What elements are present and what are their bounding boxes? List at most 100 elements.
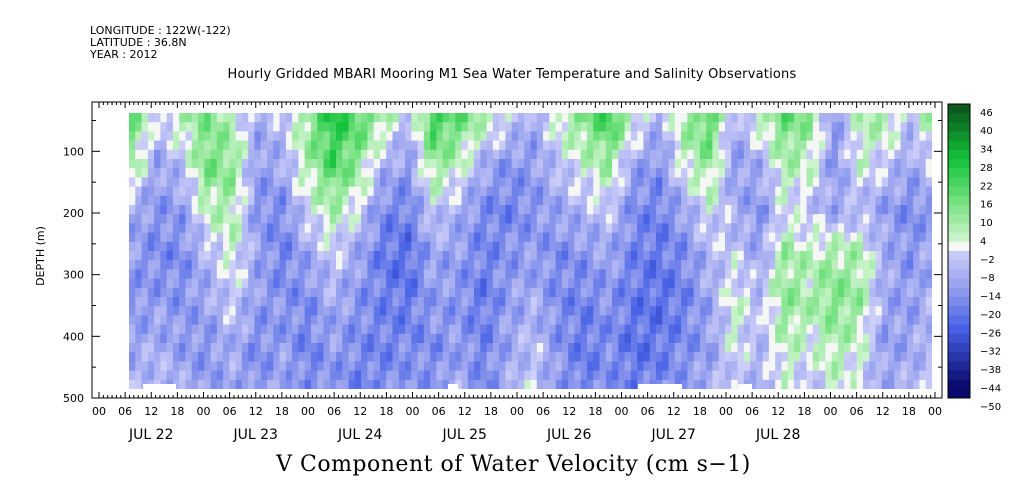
heat-cell [405, 168, 412, 178]
heat-cell [216, 306, 224, 316]
heat-cell [687, 315, 695, 326]
heat-cell [279, 251, 287, 261]
heat-cell [223, 149, 230, 160]
heat-cell [354, 379, 362, 389]
heat-cell [210, 278, 218, 289]
heat-cell [624, 186, 632, 197]
heat-cell [166, 324, 174, 335]
heat-cell [856, 333, 864, 344]
heat-cell [793, 278, 801, 289]
heat-cell [737, 333, 745, 344]
heat-cell [273, 287, 281, 298]
heat-cell [775, 315, 783, 326]
heat-cell [198, 260, 205, 270]
heat-cell [681, 149, 688, 160]
heat-cell [555, 324, 563, 335]
heat-cell [580, 278, 588, 289]
heat-cell [367, 195, 375, 206]
heat-cell [235, 287, 243, 298]
heat-cell [618, 205, 626, 215]
heat-cell [731, 297, 739, 307]
heat-cell [505, 113, 513, 123]
heat-cell [480, 361, 488, 372]
heat-cell [561, 370, 569, 381]
heat-cell [147, 113, 155, 123]
heat-cell [925, 278, 932, 289]
heat-cell [260, 168, 268, 178]
heat-cell [248, 131, 256, 142]
heat-cell [329, 113, 337, 123]
heat-cell [304, 343, 312, 353]
heat-cell [668, 278, 676, 289]
heat-cell [574, 315, 582, 326]
heat-cell [317, 379, 325, 389]
heat-cell [881, 297, 889, 307]
heat-cell [511, 168, 519, 178]
heat-cell [718, 232, 726, 243]
heat-cell [329, 333, 337, 344]
heat-cell [442, 205, 450, 215]
heat-cell [135, 186, 143, 197]
heat-cell [229, 278, 237, 289]
heat-cell [913, 297, 921, 307]
heat-cell [906, 159, 914, 169]
heat-cell [862, 131, 870, 142]
heat-cell [273, 186, 281, 197]
heat-cell [323, 269, 331, 280]
heat-cell [913, 214, 921, 224]
heat-cell [235, 370, 243, 381]
heat-cell [285, 149, 293, 160]
heat-cell [699, 113, 707, 123]
heat-cell [699, 232, 707, 243]
heat-cell [524, 168, 532, 178]
heat-cell [285, 352, 293, 362]
heat-cell [630, 113, 638, 123]
heat-cell [612, 168, 619, 178]
heat-cell [179, 232, 187, 243]
heat-cell [267, 186, 274, 197]
heat-cell [699, 251, 707, 261]
heat-cell [731, 241, 739, 252]
heat-cell [768, 205, 776, 215]
heat-cell [743, 333, 751, 344]
heat-cell [198, 232, 205, 243]
heat-cell [900, 260, 908, 270]
heat-cell [329, 324, 337, 335]
heat-cell [756, 122, 764, 132]
heat-cell [310, 370, 318, 381]
heat-cell [310, 195, 318, 206]
heat-cell [781, 131, 789, 142]
heat-cell [467, 149, 475, 160]
heat-cell [630, 269, 638, 280]
heat-cell [668, 251, 676, 261]
heat-cell [706, 232, 714, 243]
heat-cell [417, 177, 425, 188]
heat-cell [624, 287, 632, 298]
heat-cell [561, 269, 569, 280]
heat-cell [543, 379, 550, 389]
heat-cell [925, 361, 932, 372]
heat-cell [398, 333, 406, 344]
heat-cell [831, 159, 839, 169]
heat-cell [198, 315, 205, 326]
heat-cell [191, 370, 199, 381]
heat-cell [624, 177, 632, 188]
heat-cell [317, 186, 325, 197]
heat-cell [223, 324, 230, 335]
heat-cell [762, 287, 770, 298]
heat-cell [254, 278, 262, 289]
heat-cell [129, 168, 136, 178]
heat-cell [637, 297, 645, 307]
heat-cell [398, 324, 406, 335]
heat-cell [204, 241, 212, 252]
heat-cell [618, 159, 626, 169]
heat-cell [599, 297, 607, 307]
heat-cell [486, 223, 494, 234]
heat-cell [154, 205, 161, 215]
heat-cell [367, 251, 375, 261]
heat-cell [637, 232, 645, 243]
heat-cell [894, 140, 902, 151]
heat-cell [499, 251, 506, 261]
heat-cell [712, 269, 720, 280]
heat-cell [304, 177, 312, 188]
